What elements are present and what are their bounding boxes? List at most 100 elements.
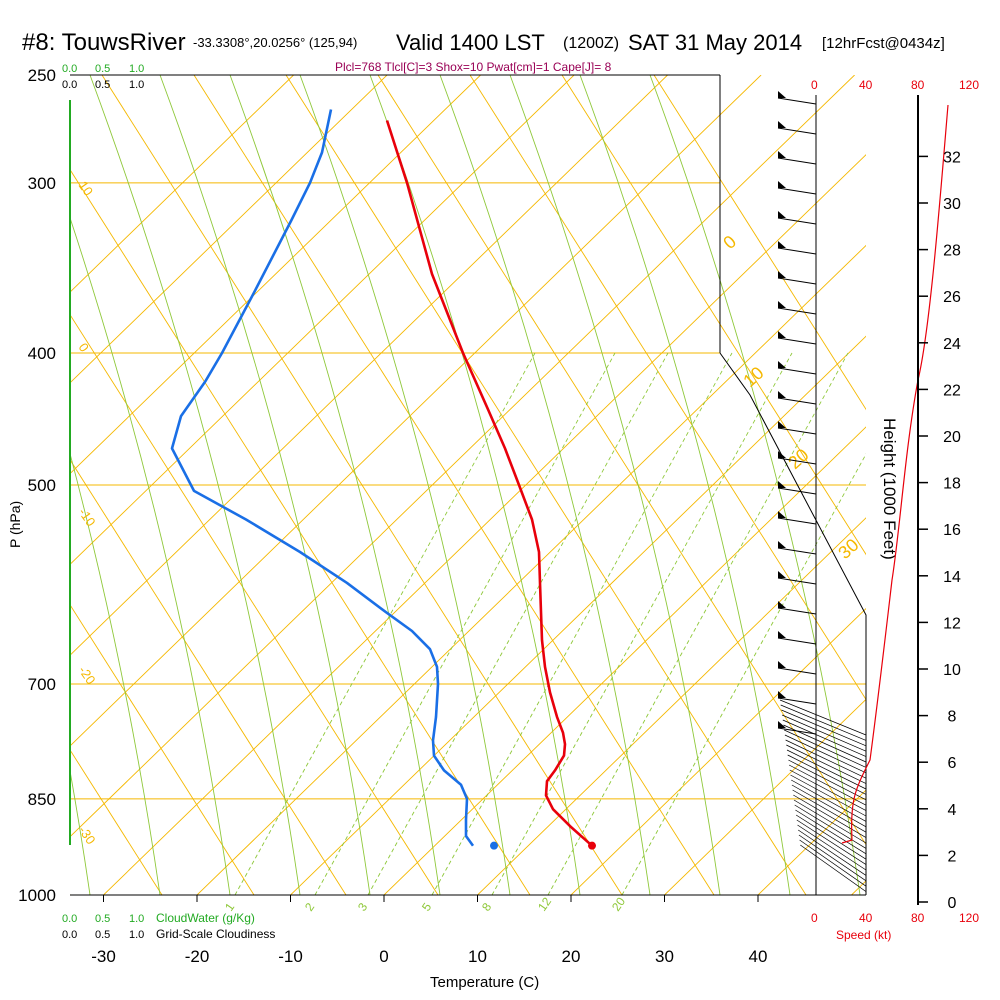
- cloudiness-scale-bottom-0: 0.0: [62, 929, 77, 941]
- mixing-ratio-label: 5: [419, 900, 434, 914]
- height-tick-label: 8: [948, 709, 957, 726]
- series-layer: [170, 109, 596, 850]
- wind-barb-low: [781, 714, 867, 752]
- grid-layer: [70, 75, 866, 895]
- wind-barb-flag: [778, 691, 786, 698]
- speed-bottom-40: 40: [859, 911, 873, 925]
- dry-adiabat-line: [70, 313, 439, 895]
- isotherm-line: [851, 880, 866, 895]
- wind-barb-flag: [778, 271, 786, 278]
- wind-barb-low: [795, 809, 867, 855]
- moist-adiabat-line: [649, 75, 861, 895]
- moist-adiabat-line: [159, 75, 371, 895]
- wind-barb: [777, 607, 817, 615]
- dry-adiabat-line: [101, 75, 623, 895]
- isotherm-line: [290, 335, 866, 895]
- mixing-ratio-label: 8: [479, 900, 494, 914]
- cloudiness-scale-bottom-1: 1.0: [129, 929, 144, 941]
- wind-barb-low: [786, 749, 867, 790]
- wind-barb: [777, 577, 817, 585]
- sounding-indices: Plcl=768 Tlcl[C]=3 Shox=10 Pwat[cm]=1 Ca…: [335, 60, 612, 74]
- mixing-ratio-line: [491, 352, 793, 895]
- wind-barb-low: [786, 744, 867, 784]
- moist-adiabat-line: [70, 216, 231, 895]
- pressure-tick-label: 700: [28, 675, 56, 694]
- speed-top-0: 0: [811, 78, 818, 92]
- isotherm-label: 0: [76, 340, 92, 355]
- wind-barb-flag: [778, 601, 786, 608]
- dry-adiabat-line: [561, 75, 866, 556]
- wind-barb-low: [794, 804, 867, 849]
- cloudiness-scale-top-1: 1.0: [129, 79, 144, 91]
- wind-barb: [777, 307, 817, 315]
- wind-barb-low: [798, 829, 867, 876]
- wind-barb: [777, 277, 817, 285]
- speed-top-120: 120: [959, 78, 979, 92]
- temperature-axis-title: Temperature (C): [430, 974, 539, 991]
- height-tick-label: 24: [943, 336, 961, 353]
- wind-barb-flag: [778, 421, 786, 428]
- temperature-tick-label: -30: [91, 947, 116, 966]
- temperature-tick-label: 20: [562, 947, 581, 966]
- wind-barb-low: [791, 784, 867, 828]
- wind-barb-flag: [778, 541, 786, 548]
- temperature-tick-label: 10: [468, 947, 487, 966]
- isotherm-line: [70, 75, 388, 384]
- wind-barb-flag: [778, 331, 786, 338]
- cloud-scale-top-1: 1.0: [129, 63, 144, 75]
- wind-barb-low: [796, 819, 867, 865]
- temperature-tick-label: -20: [185, 947, 210, 966]
- wind-barb-low: [798, 834, 867, 882]
- isotherm-line: [664, 698, 866, 895]
- isotherm-line: [383, 426, 866, 895]
- wind-barb-low: [795, 814, 867, 860]
- wind-barb-flag: [778, 361, 786, 368]
- height-tick-label: 32: [943, 149, 961, 166]
- cloudwater-label: CloudWater (g/Kg): [156, 911, 255, 925]
- wind-barb-low: [792, 789, 867, 833]
- dry-adiabat-line: [70, 604, 255, 895]
- speed-scale-bottom: 0 40 80 120: [811, 911, 979, 925]
- valid-time: Valid 1400 LST: [396, 30, 545, 55]
- cloudiness-scale-top-05: 0.5: [95, 79, 110, 91]
- height-axis-title: Height (1000 Feet): [880, 418, 899, 560]
- dry-adiabat-line: [70, 458, 347, 895]
- wind-barb: [777, 157, 817, 165]
- wind-barb-low: [788, 764, 867, 806]
- mixing-ratio-line: [367, 352, 669, 895]
- cloudiness-scale-top-0: 0.0: [62, 79, 77, 91]
- temperature-tick-label: 30: [655, 947, 674, 966]
- wind-barb-low: [787, 754, 867, 795]
- cloud-scale-top-0: 0.0: [62, 63, 77, 75]
- wind-barb-low: [800, 844, 867, 892]
- wind-barb-flag: [778, 631, 786, 638]
- moist-adiabat-line: [579, 75, 791, 895]
- speed-axis-title: Speed (kt): [836, 928, 891, 942]
- wind-barb-flag: [778, 241, 786, 248]
- wind-barb-flag: [778, 91, 786, 98]
- wind-barb: [777, 517, 817, 525]
- wind-barb-flag: [778, 511, 786, 518]
- height-tick-label: 0: [948, 895, 957, 912]
- wind-barb-flag: [778, 181, 786, 188]
- height-tick-label: 30: [943, 196, 961, 213]
- wind-barb-flag: [778, 301, 786, 308]
- height-tick-label: 18: [943, 476, 961, 493]
- wind-barb-low: [781, 709, 867, 747]
- wind-barb: [777, 637, 817, 645]
- surface-temperature-marker: [588, 841, 596, 850]
- cloudiness-scale-bottom-05: 0.5: [95, 929, 110, 941]
- wind-barb-low: [784, 734, 867, 774]
- isotherm-label-right: 0: [719, 231, 740, 253]
- temperature-tick-label: 0: [379, 947, 388, 966]
- wind-barb: [777, 457, 817, 465]
- isotherm-label-right: 30: [834, 535, 862, 563]
- wind-barb-flag: [778, 151, 786, 158]
- moist-adiabat-line: [439, 75, 651, 895]
- mixing-ratio-label: 2: [302, 900, 317, 914]
- moist-adiabat-line: [509, 75, 721, 895]
- temperature-tick-label: 40: [749, 947, 768, 966]
